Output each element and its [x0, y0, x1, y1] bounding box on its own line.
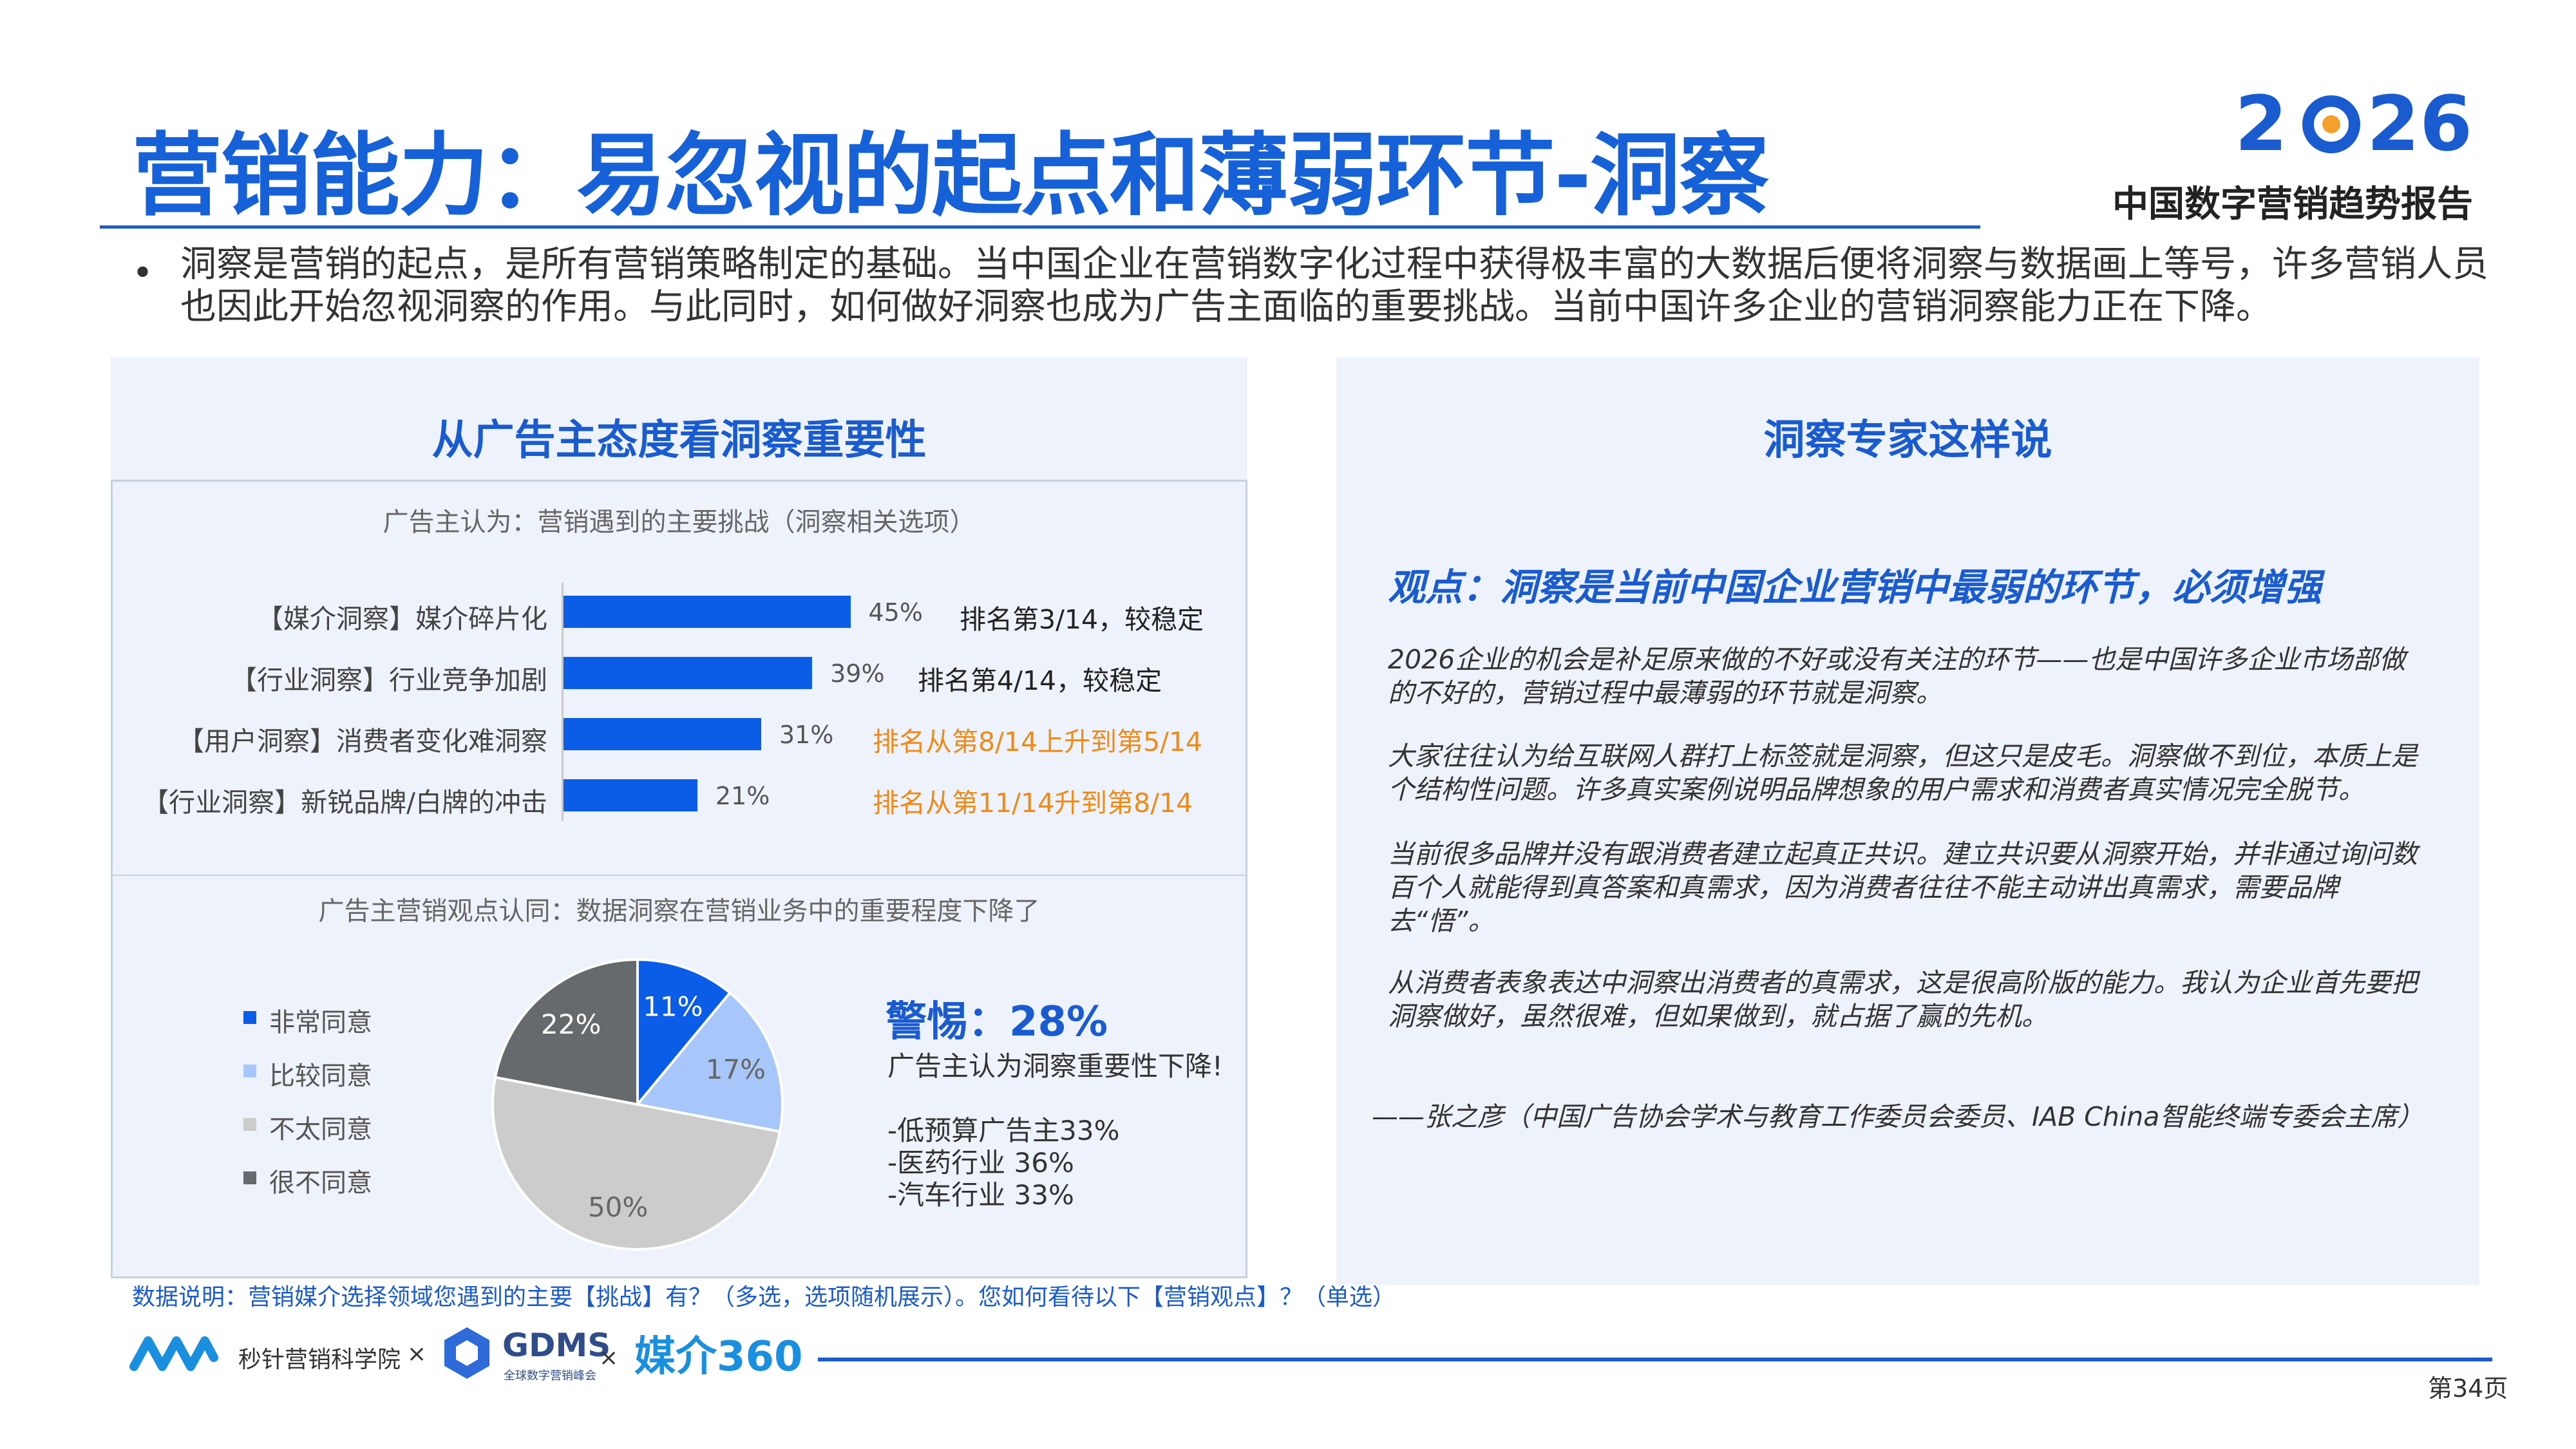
bar — [564, 779, 697, 811]
pie-value-label: 50% — [588, 1191, 648, 1223]
warning-line: -低预算广告主33% — [887, 1115, 1120, 1146]
footer-times: × — [407, 1341, 427, 1367]
pie-slice — [493, 958, 639, 1106]
report-logo: 2026 2 26 — [2235, 80, 2505, 164]
bar-axis — [562, 583, 564, 821]
pie-slice — [635, 990, 784, 1133]
legend-label: 很不同意 — [269, 1168, 372, 1198]
bar-category-label: 【行业洞察】行业竞争加剧 — [231, 665, 547, 696]
svg-text:2: 2 — [2235, 80, 2287, 164]
gdms-logo-icon — [444, 1327, 489, 1379]
data-note: 数据说明：营销媒介选择领域您遇到的主要【挑战】有？（多选，选项随机展示）。您如何… — [132, 1284, 1396, 1311]
footer-divider — [818, 1358, 2492, 1361]
bar — [564, 657, 813, 689]
left-panel-title: 从广告主态度看洞察重要性 — [431, 417, 927, 464]
right-panel-title: 洞察专家这样说 — [1763, 417, 2052, 464]
left-panel — [111, 357, 1247, 481]
miaozhen-logo-icon — [129, 1336, 218, 1371]
intro-paragraph: 洞察是营销的起点，是所有营销策略制定的基础。当中国企业在营销数字化过程中获得极丰… — [180, 243, 2488, 328]
rank-note: 排名从第8/14上升到第5/14 — [873, 726, 1203, 757]
expert-paragraph: 大家往往认为给互联网人群打上标签就是洞察，但这只是皮毛。洞察做不到位，本质上是个… — [1388, 741, 2418, 805]
warning-line: -汽车行业 33% — [887, 1179, 1074, 1211]
bar-value-label: 45% — [868, 598, 923, 627]
bar-value-label: 21% — [715, 782, 770, 810]
warning-headline: 警惕：28% — [886, 998, 1108, 1046]
pie-slice — [636, 958, 732, 1108]
footer-org2-sub: 全球数字营销峰会 — [504, 1369, 596, 1383]
svg-text:26: 26 — [2367, 80, 2472, 164]
logo-year-graphic: 2 26 — [2235, 80, 2472, 164]
expert-signature: ——张之彦（中国广告协会学术与教育工作委员会委员、IAB China智能终端专委… — [1372, 1101, 2424, 1132]
legend-swatch — [243, 1118, 256, 1131]
bar-category-label: 【用户洞察】消费者变化难洞察 — [178, 726, 547, 757]
bullet-icon: • — [132, 252, 154, 294]
expert-headline: 观点：洞察是当前中国企业营销中最弱的环节，必须增强 — [1388, 565, 2322, 609]
footer-org2: GDMS — [502, 1327, 611, 1364]
footer-times: × — [599, 1345, 619, 1371]
bar-category-label: 【媒介洞察】媒介碎片化 — [257, 603, 547, 634]
pie-value-label: 22% — [541, 1009, 601, 1040]
page-number: 第34页 — [2428, 1374, 2508, 1403]
legend-swatch — [243, 1065, 256, 1077]
page-title: 营销能力：易忽视的起点和薄弱环节-洞察 — [132, 124, 1769, 229]
bar-value-label: 39% — [830, 659, 885, 688]
footer-org3: 媒介360 — [634, 1333, 803, 1381]
bar-category-label: 【行业洞察】新锐品牌/白牌的冲击 — [142, 787, 547, 818]
bar-value-label: 31% — [779, 721, 834, 749]
legend-swatch — [243, 1171, 256, 1184]
title-underline — [100, 225, 1980, 229]
legend-label: 比较同意 — [269, 1061, 372, 1091]
rank-note: 排名从第11/14升到第8/14 — [873, 788, 1193, 819]
pie-value-label: 17% — [706, 1054, 766, 1085]
footer-org1: 秒针营销科学院 — [238, 1347, 401, 1373]
expert-paragraph: 2026企业的机会是补足原来做的不好或没有关注的环节——也是中国许多企业市场部做… — [1388, 644, 2406, 708]
bar — [564, 718, 761, 750]
pie-chart-title: 广告主营销观点认同：数据洞察在营销业务中的重要程度下降了 — [318, 896, 1040, 926]
expert-paragraph: 当前很多品牌并没有跟消费者建立起真正共识。建立共识要从洞察开始，并非通过询问数百… — [1388, 838, 2418, 936]
pie-slice — [491, 1075, 782, 1251]
legend-label: 非常同意 — [269, 1008, 372, 1037]
bar — [564, 596, 851, 628]
warning-line: -医药行业 36% — [887, 1147, 1074, 1179]
rank-note: 排名第3/14，较稳定 — [960, 604, 1204, 635]
pie-chart: 11%17% 50% 22% — [491, 958, 784, 1251]
rank-note: 排名第4/14，较稳定 — [918, 665, 1162, 696]
pie-value-label: 11% — [643, 991, 703, 1023]
warning-line: 广告主认为洞察重要性下降! — [887, 1050, 1223, 1082]
chart-divider — [113, 875, 1246, 876]
legend-label: 不太同意 — [269, 1115, 372, 1144]
expert-paragraph: 从消费者表象表达中洞察出消费者的真需求，这是很高阶版的能力。我认为企业首先要把洞… — [1388, 967, 2418, 1032]
right-panel — [1336, 357, 2479, 1285]
legend-swatch — [243, 1011, 256, 1024]
report-subtitle: 中国数字营销趋势报告 — [2112, 184, 2473, 225]
bar-chart-title: 广告主认为：营销遇到的主要挑战（洞察相关选项） — [383, 507, 976, 537]
